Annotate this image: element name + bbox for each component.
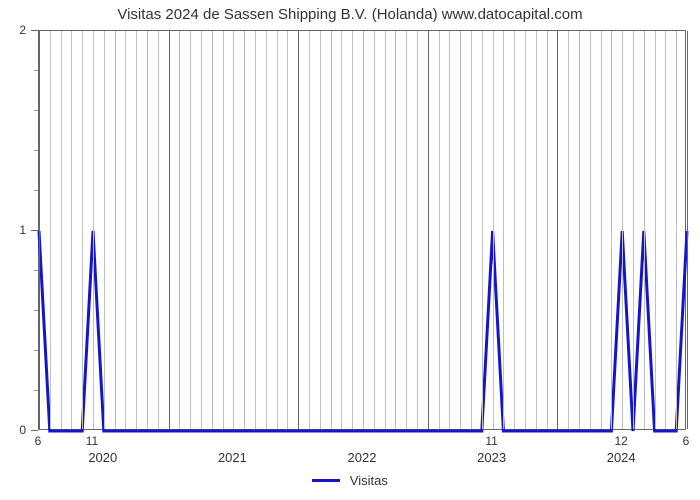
x-gridline [158,31,159,429]
x-gridline [536,31,537,429]
x-gridline [601,31,602,429]
x-gridline [493,31,494,429]
x-gridline [665,31,666,429]
x-gridline [428,31,429,429]
x-gridline [190,31,191,429]
x-gridline [622,31,623,429]
x-gridline [169,31,170,429]
y-minor-tick [34,270,38,271]
x-group-label: 2022 [332,450,392,465]
y-tick-mark [31,430,38,431]
x-gridline [676,31,677,429]
x-gridline [363,31,364,429]
x-gridline [50,31,51,429]
x-gridline [439,31,440,429]
legend-label: Visitas [350,473,388,488]
x-group-label: 2020 [73,450,133,465]
x-gridline [147,31,148,429]
x-gridline [633,31,634,429]
x-gridline [449,31,450,429]
y-minor-tick [34,390,38,391]
x-gridline [557,31,558,429]
x-gridline [115,31,116,429]
y-minor-tick [34,70,38,71]
x-gridline [223,31,224,429]
x-gridline [255,31,256,429]
x-gridline [374,31,375,429]
x-gridline [352,31,353,429]
x-tick-label: 11 [477,434,507,448]
y-tick-label: 2 [0,23,26,37]
x-gridline [287,31,288,429]
legend-swatch [312,479,340,482]
x-gridline [136,31,137,429]
x-gridline [547,31,548,429]
x-gridline [266,31,267,429]
x-gridline [82,31,83,429]
plot-area [38,30,686,430]
x-gridline [201,31,202,429]
x-gridline [298,31,299,429]
x-gridline [71,31,72,429]
x-gridline [104,31,105,429]
x-gridline [385,31,386,429]
x-gridline [395,31,396,429]
x-gridline [687,31,688,429]
y-minor-tick [34,110,38,111]
x-gridline [590,31,591,429]
x-group-label: 2023 [462,450,522,465]
x-tick-label: 12 [606,434,636,448]
x-gridline [93,31,94,429]
x-gridline [309,31,310,429]
y-tick-label: 1 [0,223,26,237]
x-tick-label: 11 [77,434,107,448]
x-gridline [406,31,407,429]
x-gridline [568,31,569,429]
x-gridline [331,31,332,429]
y-minor-tick [34,150,38,151]
x-gridline [233,31,234,429]
x-gridline [341,31,342,429]
x-gridline [503,31,504,429]
x-gridline [320,31,321,429]
x-tick-label: 6 [23,434,53,448]
chart-title: Visitas 2024 de Sassen Shipping B.V. (Ho… [0,6,700,23]
x-gridline [471,31,472,429]
x-group-label: 2021 [202,450,262,465]
chart-page: Visitas 2024 de Sassen Shipping B.V. (Ho… [0,0,700,500]
x-gridline [514,31,515,429]
x-gridline [525,31,526,429]
legend: Visitas [0,472,700,488]
x-gridline [417,31,418,429]
y-minor-tick [34,350,38,351]
y-tick-mark [31,30,38,31]
x-gridline [579,31,580,429]
x-gridline [644,31,645,429]
x-gridline [125,31,126,429]
y-minor-tick [34,310,38,311]
x-gridline [61,31,62,429]
x-gridline [212,31,213,429]
x-gridline [244,31,245,429]
x-gridline [611,31,612,429]
x-group-label: 2024 [591,450,651,465]
y-minor-tick [34,190,38,191]
x-gridline [460,31,461,429]
y-tick-mark [31,230,38,231]
x-gridline [277,31,278,429]
x-gridline [179,31,180,429]
x-gridline [482,31,483,429]
x-gridline [655,31,656,429]
x-tick-label: 6 [671,434,700,448]
x-gridline [39,31,40,429]
